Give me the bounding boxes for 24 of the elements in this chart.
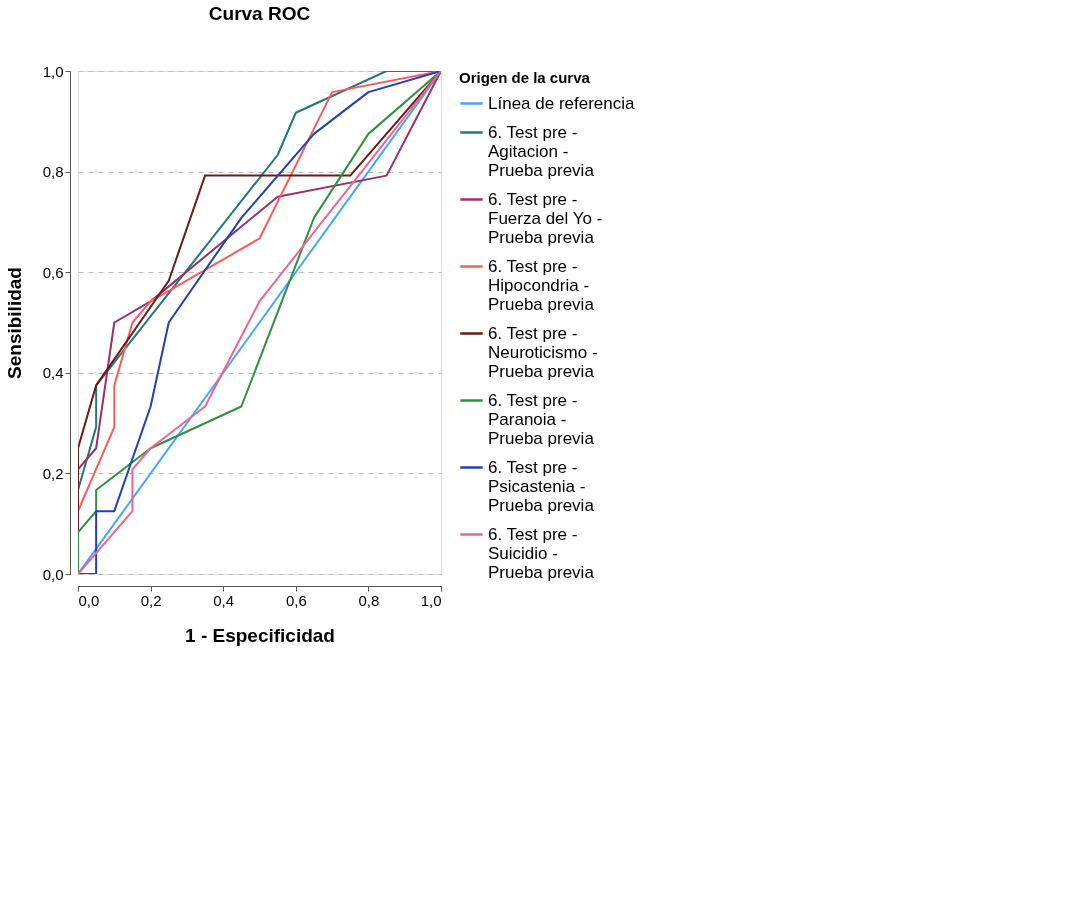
legend-label: 6. Test pre - Psicastenia - Prueba previa <box>488 457 595 515</box>
x-tick-label: 0,6 <box>285 591 307 609</box>
x-tick-label: 0,4 <box>213 591 235 609</box>
x-tick-label: 0,0 <box>78 591 100 609</box>
y-tick-label: 1,0 <box>42 62 64 80</box>
legend-label: 6. Test pre - Suicidio - Prueba previa <box>488 524 595 582</box>
x-tick-label: 1,0 <box>420 591 442 609</box>
x-axis-title: 1 - Especificidad <box>185 624 335 646</box>
y-tick-label: 0,2 <box>42 464 64 482</box>
y-axis-title: Sensibilidad <box>3 267 25 379</box>
legend-label: 6. Test pre - Neuroticismo - Prueba previa <box>488 323 598 381</box>
legend-label: 6. Test pre - Agitacion - Prueba previa <box>488 122 595 180</box>
x-tick-label: 0,2 <box>140 591 162 609</box>
legend-label: Línea de referencia <box>488 93 636 113</box>
legend-title: Origen de la curva <box>459 69 591 86</box>
y-tick-label: 0,8 <box>42 163 64 181</box>
legend-label: 6. Test pre - Hipocondria - Prueba previa <box>488 256 595 314</box>
legend-label: 6. Test pre - Paranoia - Prueba previa <box>488 390 595 448</box>
x-tick-label: 0,8 <box>358 591 380 609</box>
y-tick-label: 0,0 <box>42 565 64 583</box>
chart-title: Curva ROC <box>208 3 311 24</box>
y-tick-label: 0,6 <box>42 263 64 281</box>
y-tick-label: 0,4 <box>42 364 64 382</box>
legend-label: 6. Test pre - Fuerza del Yo - Prueba previa <box>488 189 603 247</box>
